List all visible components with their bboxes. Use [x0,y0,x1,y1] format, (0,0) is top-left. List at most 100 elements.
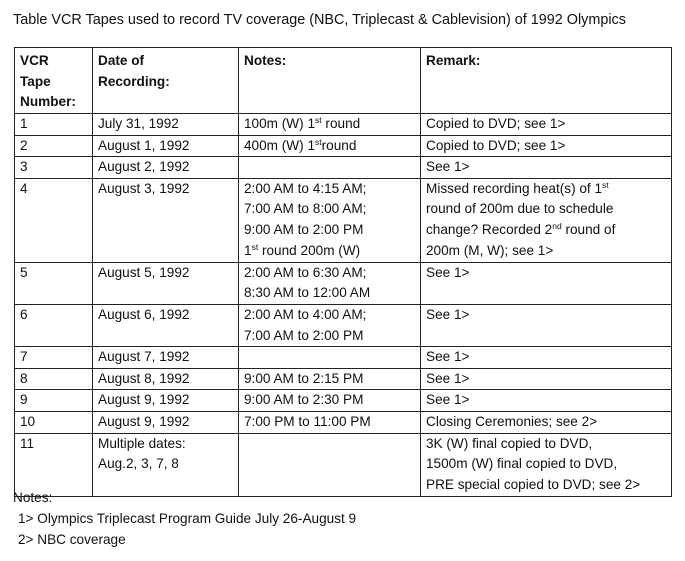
remark-line-text: See 1> [426,370,470,386]
header-notes: Notes: [238,47,421,114]
ordinal-suffix: st [315,136,322,147]
date-line: August 2, 1992 [98,159,190,175]
cell-notes: 400m (W) 1stround [238,134,421,158]
date-line: August 5, 1992 [98,264,190,280]
remark-line: Closing Ceremonies; see 2> [426,412,667,432]
notes-line: 9:00 AM to 2:30 PM [244,391,416,411]
cell-date: August 5, 1992 [92,261,239,305]
remark-line-text: Missed recording heat(s) of 1 [426,180,603,196]
header-date-line: Date of [98,53,145,68]
tape-number-text: 8 [20,370,28,386]
cell-notes [238,432,421,497]
remark-line: See 1> [426,263,667,283]
cell-date: August 1, 1992 [92,134,239,158]
remark-line-text: PRE special copied to DVD; see 2> [426,476,641,492]
cell-tape-number: 4 [14,177,93,263]
tape-number-text: 11 [20,435,35,451]
remark-line: See 1> [426,391,667,411]
tape-number-text: 2 [20,137,28,153]
cell-notes: 100m (W) 1st round [238,113,421,136]
remark-line: See 1> [426,369,667,389]
header-tape-line: VCR [20,53,49,68]
notes-line-text: 2:00 AM to 4:15 AM; [244,180,367,196]
remark-line: Copied to DVD; see 1> [426,136,667,156]
remark-line: 3K (W) final copied to DVD, [426,434,667,454]
table-row: 2 August 1, 1992 400m (W) 1stround Copied t… [14,134,672,158]
remark-line-text: Copied to DVD; see 1> [426,116,566,131]
remark-line-text: See 1> [426,306,470,322]
remark-line-text: See 1> [426,264,470,280]
footnotes-heading: Notes: [13,490,53,505]
date-line: August 9, 1992 [98,392,190,408]
cell-remark: 3K (W) final copied to DVD, 1500m (W) fin… [420,432,672,497]
remark-line: PRE special copied to DVD; see 2> [426,475,667,495]
notes-line-text: 1 [244,242,252,258]
cell-remark: See 1> [420,389,672,412]
notes-line: 7:00 AM to 2:00 PM [244,326,416,346]
table-title: Table VCR Tapes used to record TV covera… [13,12,626,28]
remark-line: Copied to DVD; see 1> [426,114,667,134]
notes-line-text: 100m (W) 1 [244,116,316,131]
cell-date: August 6, 1992 [92,303,239,348]
tape-number-text: 6 [20,306,28,322]
vcr-tapes-table: VCR Tape Number: Date of Recording: Note… [14,47,672,497]
cell-remark: Missed recording heat(s) of 1st round of … [420,177,672,263]
header-tape-line: Tape [20,73,51,89]
remark-line: 1500m (W) final copied to DVD, [426,454,667,475]
cell-tape-number: 3 [14,156,93,179]
tape-number-text: 10 [20,413,36,429]
table-row: 6 August 6, 1992 2:00 AM to 4:00 AM; 7:00 A… [14,303,672,348]
header-tape-number: VCR Tape Number: [14,47,93,114]
notes-line-text: 7:00 AM to 2:00 PM [244,327,364,343]
notes-line-text: 9:00 AM to 2:15 PM [244,370,364,386]
notes-line: 9:00 AM to 2:00 PM [244,220,416,241]
cell-remark: See 1> [420,261,672,305]
cell-notes [238,346,421,369]
remark-line: change? Recorded 2nd round of [426,220,667,241]
footnotes: Notes: 1> Olympics Triplecast Program Gu… [13,487,356,550]
table-row: 8 August 8, 1992 9:00 AM to 2:15 PM See 1> [14,367,672,391]
cell-date: July 31, 1992 [92,113,239,136]
remark-line-text: See 1> [426,392,470,408]
cell-date: August 2, 1992 [92,156,239,179]
cell-notes: 2:00 AM to 4:00 AM; 7:00 AM to 2:00 PM [238,303,421,348]
cell-date: Multiple dates: Aug.2, 3, 7, 8 [92,432,239,497]
date-line: August 1, 1992 [98,137,190,153]
cell-remark: Copied to DVD; see 1> [420,113,672,136]
notes-line-text: 2:00 AM to 4:00 AM; [244,306,367,322]
date-line: August 3, 1992 [98,180,190,196]
cell-tape-number: 7 [14,346,93,369]
notes-line: 2:00 AM to 4:00 AM; [244,305,416,325]
ordinal-suffix: nd [552,220,562,231]
cell-notes [238,156,421,179]
date-line: August 8, 1992 [98,370,190,386]
cell-remark: See 1> [420,156,672,179]
date-line: August 9, 1992 [98,413,190,429]
cell-notes: 7:00 PM to 11:00 PM [238,410,421,434]
date-line: Multiple dates: [98,435,186,451]
remark-line-text: 200m (M, W); see 1> [426,242,554,258]
table-row: 3 August 2, 1992 See 1> [14,156,672,179]
notes-line-text: 7:00 PM to 11:00 PM [244,413,371,429]
footnote-item: 2> NBC coverage [18,532,126,547]
table-row: 7 August 7, 1992 See 1> [14,346,672,369]
table-row: 5 August 5, 1992 2:00 AM to 6:30 AM; 8:30 A… [14,261,672,305]
notes-line: 7:00 AM to 8:00 AM; [244,199,416,220]
header-remark: Remark: [420,47,672,114]
cell-date: August 9, 1992 [92,389,239,412]
cell-remark: Copied to DVD; see 1> [420,134,672,158]
remark-line: See 1> [426,158,667,178]
notes-line: 100m (W) 1st round [244,114,416,134]
cell-tape-number: 10 [14,410,93,434]
cell-remark: See 1> [420,346,672,369]
remark-line: round of 200m due to schedule [426,199,667,220]
date-line: July 31, 1992 [98,116,179,131]
ordinal-suffix: st [602,179,609,190]
tape-number-text: 9 [20,392,28,408]
cell-remark: See 1> [420,367,672,391]
tape-number-text: 1 [20,116,28,131]
notes-line-text-after: round 200m (W) [258,242,361,258]
table-row: 4 August 3, 1992 2:00 AM to 4:15 AM; 7:00 A… [14,177,672,263]
cell-date: August 9, 1992 [92,410,239,434]
remark-line-text: change? Recorded 2 [426,221,553,237]
